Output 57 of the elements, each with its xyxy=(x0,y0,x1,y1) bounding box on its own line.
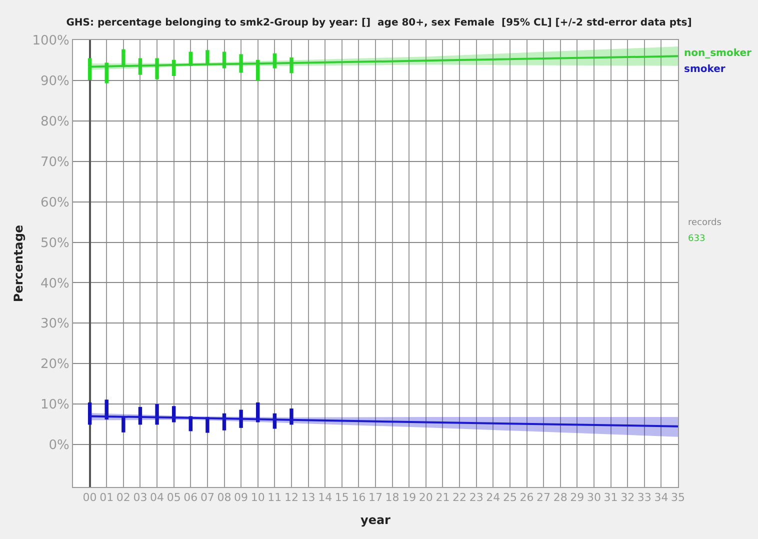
y-tick-label: 50% xyxy=(40,236,70,251)
x-tick-label: 22 xyxy=(452,491,467,504)
x-tick-label: 35 xyxy=(671,491,685,504)
x-tick-label: 09 xyxy=(234,491,248,504)
x-tick-label: 01 xyxy=(100,491,114,504)
text: records xyxy=(688,218,722,228)
x-tick-label: 06 xyxy=(184,491,198,504)
y-tick-label: 30% xyxy=(40,316,70,332)
x-tick-label: 19 xyxy=(402,491,416,504)
x-tick-label: 10 xyxy=(250,491,265,504)
x-tick-label: 27 xyxy=(536,491,551,504)
x-axis-title: year xyxy=(360,513,391,528)
x-tick-label: 13 xyxy=(301,491,316,504)
bar xyxy=(206,50,210,66)
y-tick-label: 70% xyxy=(40,154,70,170)
x-tick-label: 17 xyxy=(368,491,382,504)
x-tick-label: 00 xyxy=(82,491,97,504)
x-tick-label: 15 xyxy=(334,491,349,504)
x-tick-label: 18 xyxy=(385,491,400,504)
x-tick-label: 14 xyxy=(318,491,332,504)
y-tick-label: 10% xyxy=(40,398,70,413)
x-tick-label: 12 xyxy=(284,491,298,504)
x-tick-label: 05 xyxy=(166,491,181,504)
text: smoker xyxy=(684,64,726,75)
y-tick-label: 20% xyxy=(40,357,70,372)
x-tick-label: 34 xyxy=(654,491,668,504)
x-tick-label: 03 xyxy=(133,491,148,504)
x-tick-label: 28 xyxy=(553,491,568,504)
x-tick-label: 30 xyxy=(586,491,601,504)
x-tick-label: 16 xyxy=(352,491,366,504)
x-tick-label: 08 xyxy=(217,491,232,504)
chart-title: GHS: percentage belonging to smk2-Group by year: [] age 80+, sex Female [95% CL] [+/-2 std-error data pts] xyxy=(66,18,692,28)
x-tick-label: 25 xyxy=(502,491,517,504)
x-tick-label: 04 xyxy=(150,491,164,504)
x-tick-label: 23 xyxy=(469,491,484,504)
y-tick-label: 100% xyxy=(32,34,70,49)
x-tick-label: 07 xyxy=(200,491,214,504)
x-tick-label: 31 xyxy=(604,491,618,504)
line-series xyxy=(88,55,678,68)
x-tick-label: 24 xyxy=(486,491,500,504)
y-axis-title: Percentage xyxy=(12,224,26,302)
text: 633 xyxy=(688,234,706,244)
y-tick-label: 80% xyxy=(40,114,70,130)
y-tick-label: 0% xyxy=(48,438,70,454)
y-tick-label: 90% xyxy=(40,74,70,89)
x-tick-label: 21 xyxy=(436,491,450,504)
x-tick-label: 33 xyxy=(637,491,652,504)
x-tick-label: 02 xyxy=(116,491,130,504)
x-tick-label: 20 xyxy=(418,491,433,504)
x-tick-label: 29 xyxy=(570,491,584,504)
series-label: non_smoker xyxy=(684,48,752,59)
y-tick-label: 60% xyxy=(40,195,70,210)
x-tick-label: 26 xyxy=(520,491,534,504)
x-tick-label: 32 xyxy=(620,491,635,504)
bar xyxy=(88,58,92,80)
x-tick-label: 11 xyxy=(268,491,282,504)
y-tick-label: 40% xyxy=(40,276,70,292)
